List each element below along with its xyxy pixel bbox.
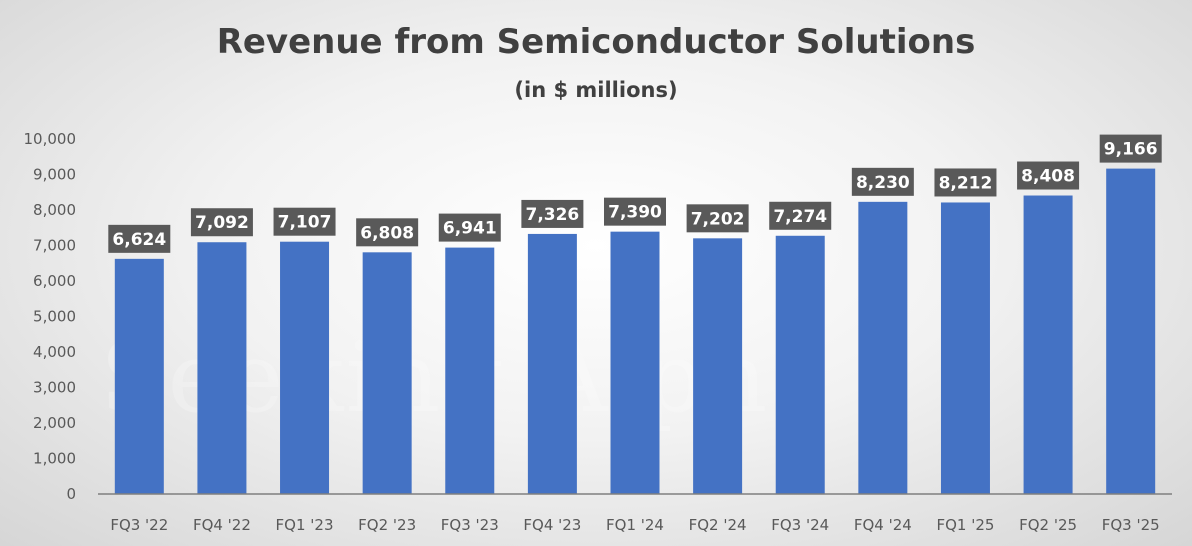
x-axis: FQ3 '22 FQ4 '22 FQ1 '23 FQ2 '23 FQ3 '23 FQ4 '… [110,516,1159,534]
bar [858,201,908,494]
x-tick-label: FQ1 '25 [936,516,994,534]
data-label: 6,808 [360,223,414,243]
bar [197,242,247,494]
bars [114,168,1156,495]
bar [775,235,825,494]
chart-subtitle: (in $ millions) [514,78,678,102]
bar [362,252,412,494]
data-label: 8,230 [856,173,910,193]
y-tick-label: 9,000 [33,166,76,184]
data-labels: 6,624 7,092 7,107 6,808 6,941 7,326 7,390 7,202… [108,134,1162,253]
x-tick-label: FQ3 '23 [441,516,499,534]
data-label: 7,202 [691,209,745,229]
data-label-box [686,204,749,233]
data-label: 6,941 [443,219,497,239]
y-tick-label: 4,000 [33,343,76,361]
bar [1106,168,1156,494]
bar [280,241,330,494]
x-tick-label: FQ1 '24 [606,516,664,534]
bar [1023,195,1073,495]
data-label-box [1017,161,1080,190]
x-tick-label: FQ4 '22 [193,516,251,534]
bar [445,247,495,494]
x-tick-label: FQ2 '24 [689,516,747,534]
data-label: 8,212 [939,173,993,193]
data-label-box [769,201,832,230]
data-label-box [108,224,171,253]
data-label-box [1099,134,1162,163]
bar [527,233,577,494]
x-tick-label: FQ1 '23 [276,516,334,534]
data-label: 7,092 [195,213,249,233]
y-tick-label: 10,000 [24,130,77,148]
data-label: 8,408 [1021,167,1075,187]
data-label-box [521,199,584,228]
y-tick-label: 8,000 [33,201,76,219]
y-tick-label: 5,000 [33,308,76,326]
data-label: 7,390 [608,203,662,223]
data-label-box [356,218,419,247]
y-axis: 0 1,000 2,000 3,000 4,000 5,000 6,000 7,000 8,00… [24,130,77,503]
y-tick-label: 1,000 [33,450,76,468]
y-tick-label: 2,000 [33,414,76,432]
y-tick-label: 0 [66,485,76,503]
data-label-box [934,168,997,197]
data-label: 7,107 [278,213,332,233]
bar [693,238,743,494]
y-tick-label: 7,000 [33,237,76,255]
data-label-box [604,197,666,226]
bar [610,231,660,494]
data-label-box [438,213,501,242]
x-tick-label: FQ4 '24 [854,516,912,534]
x-tick-label: FQ3 '24 [771,516,829,534]
bar [940,202,990,494]
x-tick-label: FQ4 '23 [523,516,581,534]
data-label-box [190,208,253,237]
data-label: 6,624 [112,230,166,250]
bar [114,258,164,494]
data-label: 7,326 [525,205,579,225]
data-label-box [273,207,336,236]
x-tick-label: FQ2 '23 [358,516,416,534]
data-label: 7,274 [773,207,827,227]
x-tick-label: FQ3 '25 [1102,516,1160,534]
data-label: 9,166 [1104,140,1158,160]
y-tick-label: 6,000 [33,272,76,290]
x-tick-label: FQ3 '22 [110,516,168,534]
data-label-box [851,167,914,196]
y-tick-label: 3,000 [33,379,76,397]
x-tick-label: FQ2 '25 [1019,516,1077,534]
chart-title: Revenue from Semiconductor Solutions [216,22,976,62]
